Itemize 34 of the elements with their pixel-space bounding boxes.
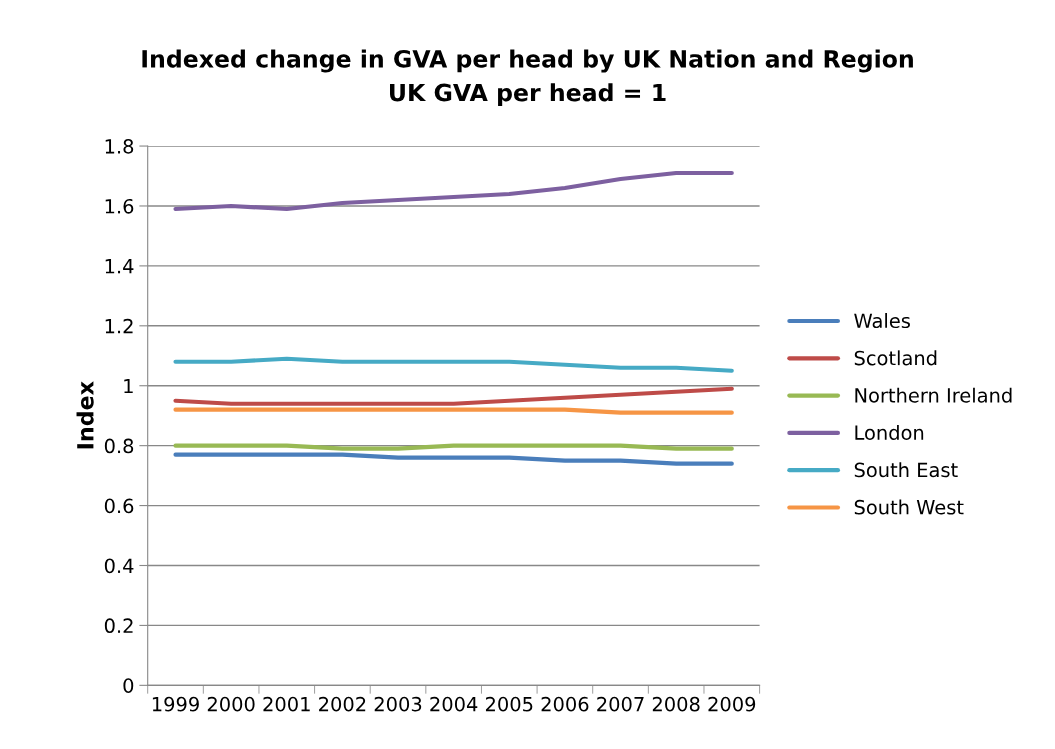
legend-label: Scotland	[854, 350, 937, 366]
line-series	[173, 386, 734, 406]
y-tick-label: 0.6	[104, 498, 134, 514]
legend-label: South West	[854, 499, 964, 515]
y-tick-label: 1.4	[105, 259, 134, 274]
x-tick-label: 2000	[207, 696, 255, 712]
line-series	[173, 170, 734, 212]
x-tick-label: 2008	[652, 696, 700, 712]
x-tick-label: 2007	[597, 696, 644, 712]
y-axis-title: Index	[76, 381, 94, 449]
x-tick-label: 2009	[708, 696, 756, 712]
legend-label: London	[855, 424, 924, 440]
y-tick-label: 0.2	[104, 618, 133, 634]
x-tick-label: 1999	[152, 696, 199, 712]
y-tick-label: 0.8	[104, 438, 134, 454]
line-series	[173, 452, 734, 466]
x-tick-label: 2006	[541, 696, 589, 712]
legend-label: South East	[854, 462, 958, 478]
x-tick-label: 2005	[485, 696, 533, 712]
x-tick-label: 2004	[430, 696, 478, 712]
y-tick-label: 0	[123, 678, 134, 693]
chart-subtitle: UK GVA per head = 1	[390, 83, 666, 107]
legend-label: Northern Ireland	[855, 387, 1012, 403]
y-tick-label: 1.8	[105, 139, 134, 154]
y-tick-label: 1	[124, 378, 133, 394]
x-tick-label: 2003	[374, 696, 422, 712]
legend-label: Wales	[854, 313, 910, 329]
line-series	[173, 356, 734, 373]
y-tick-label: 0.4	[104, 558, 134, 574]
y-tick-label: 1.6	[105, 198, 134, 214]
x-tick-label: 2001	[263, 696, 310, 712]
x-tick-label: 2002	[319, 696, 366, 712]
chart-title: Indexed change in GVA per head by UK Nation and Region	[142, 49, 913, 73]
y-tick-label: 1.2	[105, 318, 133, 334]
